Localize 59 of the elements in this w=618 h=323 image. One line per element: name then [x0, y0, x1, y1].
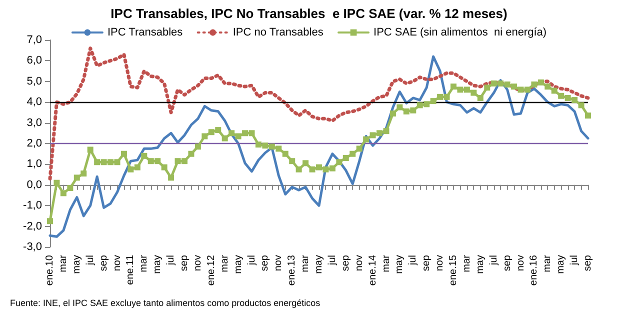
y-tick-label: 1,0: [26, 158, 42, 170]
x-tick-label: nov: [192, 255, 204, 272]
x-tick-label: mar: [461, 254, 472, 272]
x-tick-label: mar: [300, 254, 312, 272]
x-tick-label: nov: [112, 255, 123, 272]
x-tick-label: may: [556, 255, 567, 274]
x-tick-label: sep: [502, 254, 513, 272]
x-tick-label: jul: [488, 255, 500, 266]
x-tick-label: may: [394, 255, 406, 274]
x-tick-label: jul: [408, 255, 419, 266]
x-tick-label: ene.15: [448, 254, 459, 286]
x-tick-label: jul: [569, 255, 580, 266]
source-note: Fuente: INE, el IPC SAE excluye tanto alimentos como productos energéticos: [10, 298, 320, 308]
x-tick-label: nov: [515, 255, 526, 272]
x-tick-label: mar: [138, 254, 150, 272]
y-tick-label: -2,0: [23, 220, 42, 232]
x-tick-label: may: [71, 255, 82, 274]
y-tick-label: -1,0: [23, 200, 42, 212]
x-tick-label: jul: [166, 255, 177, 266]
y-tick-label: 7,0: [26, 34, 42, 46]
y-tick-label: 5,0: [26, 75, 42, 88]
y-tick-label: 6,0: [26, 54, 42, 67]
x-tick-label: ene.16: [528, 254, 540, 286]
line-series: [48, 55, 590, 238]
x-tick-label: sep: [179, 254, 190, 272]
x-tick-label: nov: [273, 255, 284, 272]
y-tick-label: 2,0: [26, 138, 42, 150]
x-tick-label: ene.11: [125, 254, 136, 285]
x-tick-label: mar: [542, 254, 554, 272]
x-tick-label: may: [232, 255, 244, 274]
x-tick-label: nov: [434, 255, 446, 272]
x-tick-label: ene.13: [286, 254, 298, 286]
x-tick-label: jul: [246, 255, 258, 266]
line-series: [48, 46, 590, 180]
x-tick-label: may: [152, 255, 164, 274]
chart-title: IPC Transables, IPC No Transables e IPC SAE (var. % 12 meses): [110, 6, 508, 21]
y-tick-label: 3,0: [26, 116, 42, 129]
x-tick-label: ene.14: [367, 254, 378, 286]
x-tick-label: sep: [260, 254, 271, 272]
x-tick-label: mar: [380, 254, 392, 272]
x-tick-label: may: [314, 255, 324, 274]
x-tick-label: sep: [98, 254, 110, 272]
x-tick-label: sep: [421, 254, 432, 272]
y-tick-label: 0,0: [26, 178, 42, 191]
legend-label: IPC no Transables: [232, 26, 324, 38]
x-tick-label: mar: [58, 254, 69, 272]
y-tick-label: 4,0: [26, 96, 42, 108]
x-tick-label: sep: [340, 254, 352, 272]
x-tick-label: jul: [84, 255, 96, 266]
x-tick-label: jul: [326, 255, 338, 266]
x-tick-label: mar: [219, 254, 230, 272]
x-tick-label: ene.12: [206, 254, 217, 286]
x-tick-label: ene.10: [44, 254, 56, 286]
legend-label: IPC Transables: [107, 26, 184, 38]
x-tick-label: may: [474, 255, 486, 274]
y-tick-label: -3,0: [23, 241, 42, 253]
legend-label: IPC SAE (sin alimentos ni energía): [374, 26, 547, 38]
x-tick-label: sep: [582, 254, 594, 272]
x-tick-label: nov: [354, 255, 365, 272]
